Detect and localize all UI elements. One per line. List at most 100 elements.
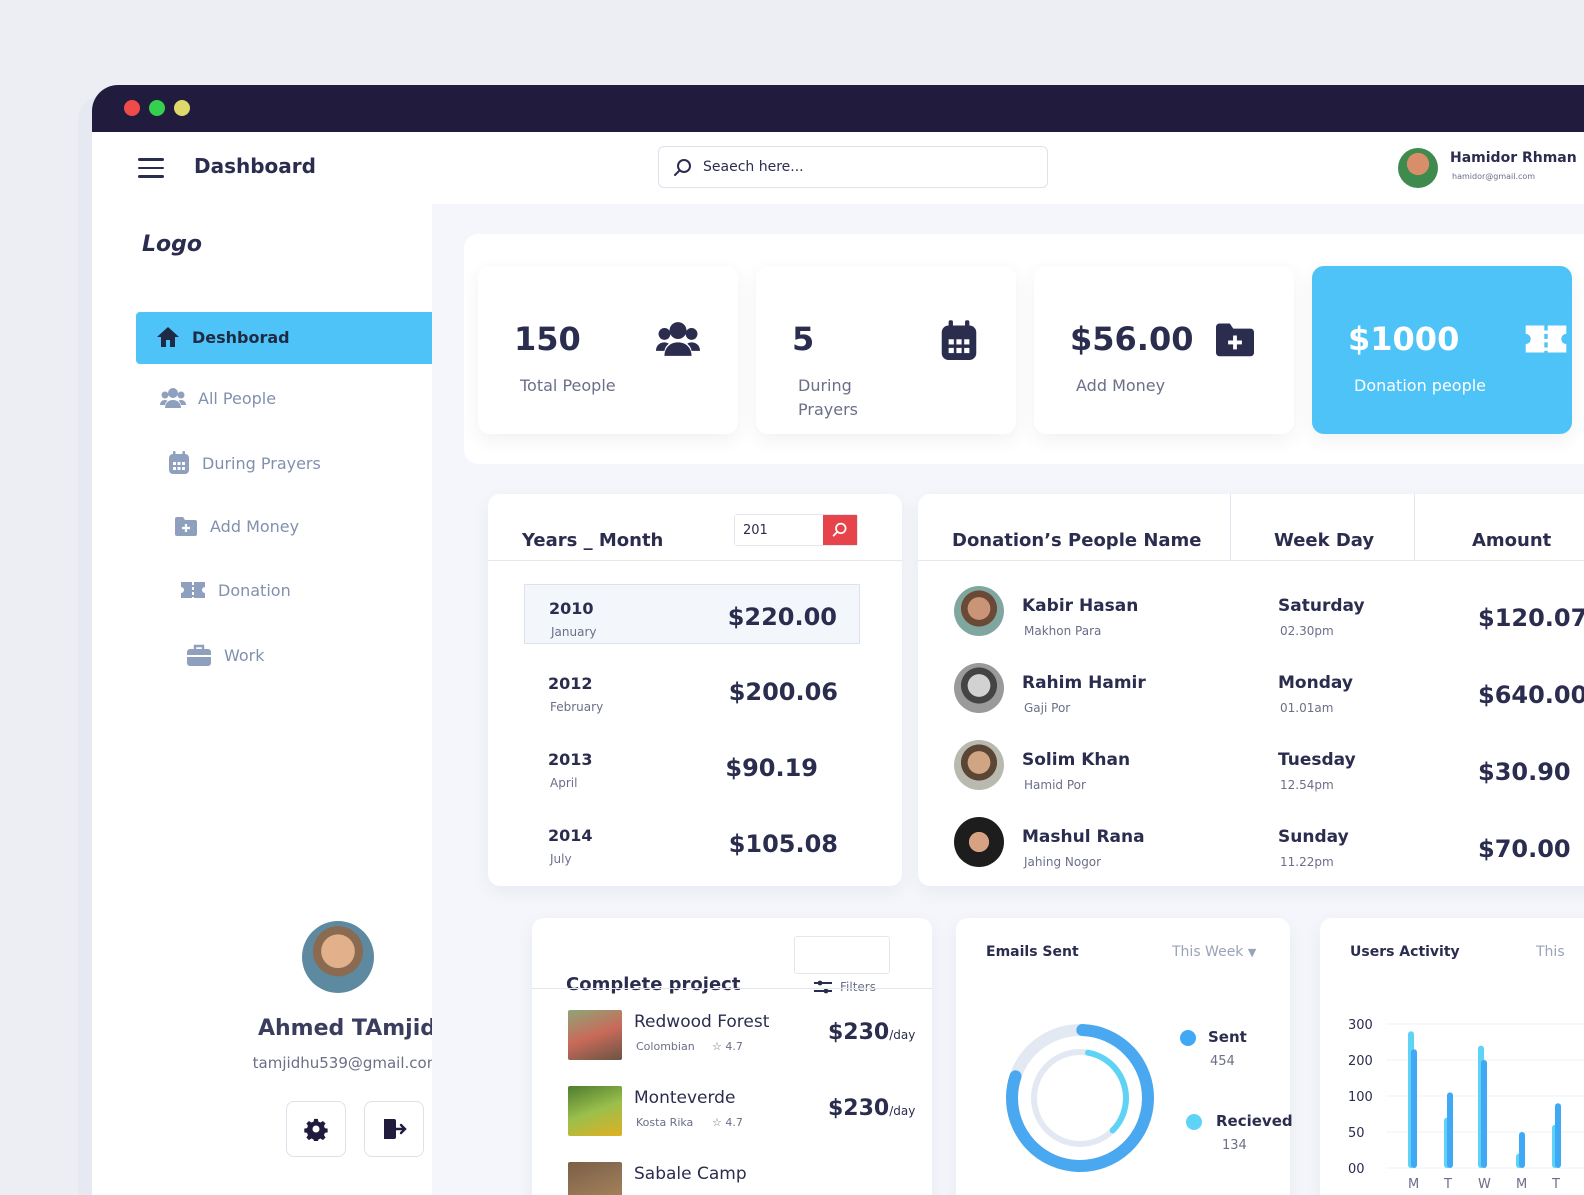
- sidebar-item-add-money[interactable]: Add Money: [174, 515, 299, 537]
- year-search-input[interactable]: [735, 515, 823, 545]
- year-search-box[interactable]: [734, 514, 858, 546]
- stats-panel: 150 Total People 5 During Prayers $56.00…: [464, 234, 1584, 464]
- period-dropdown[interactable]: This Week ▼: [1172, 944, 1256, 960]
- list-item[interactable]: Redwood Forest Colombian ☆ 4.7 $230/day: [568, 1010, 928, 1066]
- week-day: Sunday: [1278, 827, 1349, 847]
- period-dropdown[interactable]: This: [1536, 944, 1565, 960]
- period-label: This Week: [1172, 944, 1244, 960]
- sidebar-item-label: Deshborad: [192, 327, 290, 347]
- month-label: January: [551, 625, 597, 639]
- table-row[interactable]: Rahim Hamir Gaji Por Monday 01.01am $640…: [954, 663, 1584, 733]
- sidebar-item-dashboard[interactable]: Deshborad: [136, 312, 442, 364]
- year-label: 2014: [548, 826, 593, 845]
- profile-avatar[interactable]: [302, 921, 374, 993]
- y-tick-label: 100: [1348, 1090, 1373, 1105]
- table-row[interactable]: Kabir Hasan Makhon Para Saturday 02.30pm…: [954, 586, 1584, 656]
- user-email: hamidor@gmail.com: [1452, 172, 1536, 181]
- bar[interactable]: [1411, 1049, 1417, 1168]
- stat-card-during-prayers[interactable]: 5 During Prayers: [756, 266, 1016, 434]
- bar[interactable]: [1519, 1132, 1525, 1168]
- years-month-card: Years _ Month 2010 January $220.00 2012 …: [488, 494, 902, 886]
- month-label: July: [550, 852, 572, 866]
- stat-card-total-people[interactable]: 150 Total People: [478, 266, 738, 434]
- users-activity-chart: 300 200 100 50 00 M T W M T: [1348, 1018, 1584, 1192]
- year-search-button[interactable]: [823, 515, 857, 545]
- table-row[interactable]: Mashul Rana Jahing Nogor Sunday 11.22pm …: [954, 817, 1584, 887]
- legend-label: Sent: [1208, 1028, 1247, 1046]
- project-thumbnail: [568, 1162, 622, 1195]
- project-rating: ☆ 4.7: [712, 1040, 743, 1053]
- gear-icon: [304, 1118, 328, 1141]
- avatar: [954, 586, 1004, 636]
- settings-button[interactable]: [286, 1101, 346, 1157]
- home-icon: [157, 327, 179, 347]
- amount: $120.07: [1478, 604, 1584, 632]
- close-window-button[interactable]: [124, 100, 140, 116]
- user-name: Hamidor Rhman: [1450, 150, 1577, 166]
- search-box[interactable]: [658, 146, 1048, 188]
- sidebar-item-during-prayers[interactable]: During Prayers: [168, 451, 321, 475]
- bar[interactable]: [1447, 1092, 1453, 1168]
- app-window: Dashboard Hamidor Rhman hamidor@gmail.co…: [92, 85, 1584, 1195]
- project-name: Monteverde: [634, 1088, 736, 1108]
- list-item[interactable]: 2010 January $220.00: [524, 584, 860, 644]
- amount: $640.00: [1478, 681, 1584, 709]
- people-icon: [656, 322, 700, 356]
- amount-value: $105.08: [728, 830, 838, 858]
- y-tick-label: 300: [1348, 1018, 1373, 1033]
- logout-button[interactable]: [364, 1101, 424, 1157]
- card-title: Complete project: [566, 974, 741, 995]
- title-bar: [92, 85, 1584, 132]
- project-thumbnail: [568, 1086, 622, 1136]
- year-label: 2013: [548, 750, 593, 769]
- minimize-window-button[interactable]: [149, 100, 165, 116]
- legend-value: 134: [1222, 1138, 1247, 1153]
- list-item[interactable]: 2012 February $200.06: [524, 660, 860, 720]
- avatar[interactable]: [1398, 148, 1438, 188]
- week-day: Tuesday: [1278, 750, 1356, 770]
- divider: [918, 560, 1584, 561]
- filter-input[interactable]: [794, 936, 890, 974]
- stat-card-add-money[interactable]: $56.00 Add Money: [1034, 266, 1294, 434]
- time: 01.01am: [1280, 701, 1334, 715]
- main-content: 150 Total People 5 During Prayers $56.00…: [432, 204, 1584, 1195]
- avatar: [954, 817, 1004, 867]
- list-item[interactable]: 2014 July $105.08: [524, 812, 860, 872]
- project-price: $230/day: [828, 1096, 915, 1121]
- stat-card-donation-people[interactable]: $1000 Donation people: [1312, 266, 1572, 434]
- stat-value: 5: [792, 320, 815, 358]
- list-item[interactable]: 2013 April $90.19: [524, 736, 860, 796]
- donor-place: Gaji Por: [1024, 701, 1071, 715]
- filter-icon: [814, 980, 832, 994]
- sidebar-item-all-people[interactable]: All People: [160, 387, 276, 409]
- sidebar-item-work[interactable]: Work: [186, 643, 265, 667]
- project-name: Redwood Forest: [634, 1012, 770, 1032]
- x-tick-label: M: [1408, 1177, 1419, 1192]
- donor-name: Mashul Rana: [1022, 827, 1145, 847]
- stat-value: 150: [514, 320, 581, 358]
- filters-label: Filters: [840, 980, 876, 994]
- divider: [488, 560, 902, 561]
- bar[interactable]: [1555, 1103, 1561, 1168]
- price-value: $230: [828, 1096, 890, 1121]
- list-item[interactable]: Monteverde Kosta Rika ☆ 4.7 $230/day: [568, 1086, 928, 1142]
- bar[interactable]: [1481, 1060, 1487, 1168]
- stat-label: During Prayers: [798, 376, 858, 419]
- search-input[interactable]: [703, 147, 1033, 187]
- filters-button[interactable]: Filters: [814, 980, 876, 994]
- donor-name: Solim Khan: [1022, 750, 1131, 770]
- sidebar-item-label: All People: [198, 388, 277, 408]
- list-item[interactable]: Sabale Camp: [568, 1162, 928, 1195]
- maximize-window-button[interactable]: [174, 100, 190, 116]
- sidebar-item-donation[interactable]: Donation: [180, 579, 291, 601]
- year-label: 2012: [548, 674, 593, 693]
- legend-label: Recieved: [1216, 1112, 1293, 1130]
- amount: $30.90: [1478, 758, 1571, 786]
- complete-project-card: Complete project Filters Redwood Forest …: [532, 918, 932, 1195]
- project-name: Sabale Camp: [634, 1164, 747, 1184]
- table-row[interactable]: Solim Khan Hamid Por Tuesday 12.54pm $30…: [954, 740, 1584, 810]
- column-header-weekday: Week Day: [1274, 530, 1375, 551]
- menu-icon[interactable]: [138, 158, 164, 178]
- ticket-icon: [1525, 325, 1567, 353]
- logo: Logo: [142, 232, 202, 257]
